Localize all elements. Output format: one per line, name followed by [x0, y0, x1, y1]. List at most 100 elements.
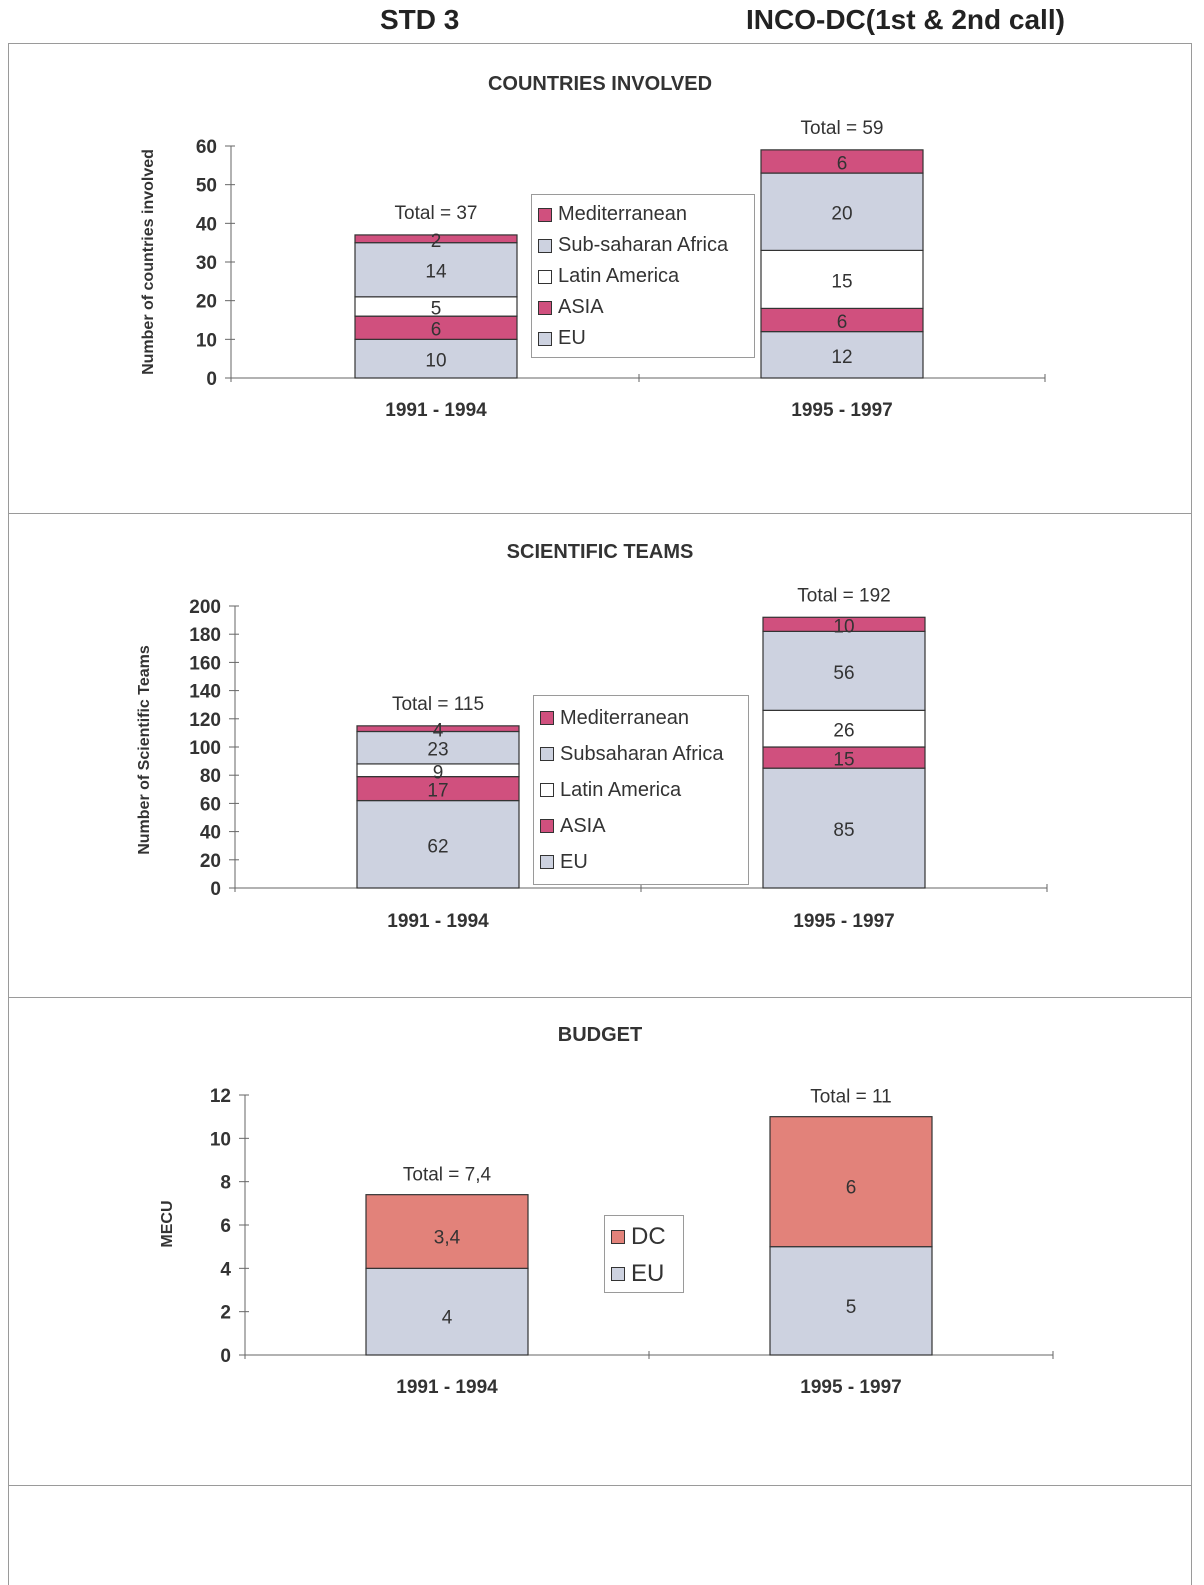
- budget-legend: DC EU: [604, 1215, 684, 1293]
- legend-label: Latin America: [558, 265, 680, 287]
- y-tick-label: 200: [189, 597, 221, 618]
- legend-label: Mediterranean: [560, 706, 689, 729]
- legend-item-eu: EU: [540, 844, 742, 880]
- bar-segment-latin-america: [762, 709, 926, 748]
- empty-panel: [8, 1485, 1192, 1585]
- bar-segment-latin-america: [760, 249, 924, 309]
- bar-segment-subsaharan-africa: [356, 730, 520, 765]
- bar-segment-mediterranean: [762, 616, 926, 632]
- y-tick-label: 80: [200, 766, 221, 787]
- bar-segment-eu: [762, 767, 926, 889]
- teams-chart-title: SCIENTIFIC TEAMS: [506, 541, 694, 563]
- y-tick-label: 12: [210, 1086, 231, 1107]
- legend-item-latin-america: Latin America: [540, 772, 742, 808]
- countries-chart: 0 10 20 30 40 50 60 Number of countries involve…: [140, 118, 1046, 421]
- legend-label: ASIA: [560, 814, 606, 837]
- y-tick-label: 40: [196, 214, 217, 235]
- legend-swatch-eu: [538, 331, 552, 346]
- bar-total-label: Total = 59: [801, 118, 884, 139]
- teams-chart: 0 20 40 60 80 100 120 140 160 180 200 Number of Sci…: [136, 585, 1048, 932]
- bar-segment-subsaharan-africa: [762, 630, 926, 711]
- legend-swatch-latin-america: [540, 783, 554, 797]
- legend-item-dc: DC: [611, 1218, 677, 1255]
- y-tick-label: 0: [220, 1346, 231, 1367]
- y-tick-label: 2: [220, 1303, 231, 1324]
- x-category-label: 1995 - 1997: [800, 1377, 901, 1398]
- bar-value-label: 20: [831, 204, 852, 225]
- bar-segment-sub-saharan-africa: [354, 242, 518, 298]
- legend-swatch-subsaharan: [538, 238, 552, 253]
- legend-label: ASIA: [558, 296, 604, 318]
- bar-total-label: Total = 115: [392, 694, 484, 715]
- bar-segment-eu: [354, 338, 518, 379]
- legend-swatch-subsaharan: [540, 747, 554, 761]
- bar-value-label: 4: [442, 1308, 453, 1329]
- bar-value-label: 2: [431, 231, 442, 252]
- y-tick-label: 0: [210, 879, 221, 900]
- bar-segment-mediterranean: [354, 234, 518, 244]
- y-tick-label: 20: [196, 292, 217, 313]
- y-tick-label: 20: [200, 851, 221, 872]
- legend-item-subsaharan: Subsaharan Africa: [540, 736, 742, 772]
- x-category-label: 1995 - 1997: [791, 400, 892, 421]
- y-axis-label: Number of countries involved: [140, 149, 157, 375]
- bar-value-label: 3,4: [434, 1228, 461, 1249]
- teams-legend: Mediterranean Subsaharan Africa Latin Am…: [533, 695, 749, 885]
- bar-value-label: 62: [427, 836, 448, 857]
- legend-item-asia: ASIA: [538, 292, 748, 323]
- legend-label: Subsaharan Africa: [560, 742, 724, 765]
- y-tick-label: 0: [206, 369, 217, 390]
- countries-chart-title: COUNTRIES INVOLVED: [487, 73, 713, 95]
- legend-item-latin-america: Latin America: [538, 261, 748, 292]
- bar-value-label: 15: [831, 271, 852, 292]
- legend-swatch-latin-america: [538, 269, 552, 284]
- bar-total-label: Total = 37: [395, 203, 478, 224]
- legend-item-eu: EU: [538, 323, 748, 354]
- y-tick-label: 100: [189, 738, 221, 759]
- y-tick-label: 6: [220, 1216, 231, 1237]
- bar-value-label: 56: [833, 663, 854, 684]
- bar-value-label: 12: [831, 347, 852, 368]
- bar-total-label: Total = 192: [797, 585, 891, 606]
- legend-label: DC: [631, 1222, 666, 1250]
- teams-panel: SCIENTIFIC TEAMS 0 20 40 60 80 100 120 140 160 18…: [8, 513, 1192, 997]
- legend-swatch-mediterranean: [540, 711, 554, 725]
- bar-segment-sub-saharan-africa: [760, 172, 924, 252]
- bar-segment-eu: [769, 1246, 933, 1356]
- legend-label: EU: [558, 327, 586, 349]
- bar-value-label: 5: [846, 1297, 857, 1318]
- legend-item-asia: ASIA: [540, 808, 742, 844]
- legend-label: Sub-saharan Africa: [558, 234, 729, 256]
- bar-value-label: 6: [837, 312, 848, 333]
- legend-item-eu: EU: [611, 1255, 677, 1292]
- y-tick-label: 30: [196, 253, 217, 274]
- bar-value-label: 6: [431, 320, 442, 341]
- x-category-label: 1991 - 1994: [387, 911, 489, 932]
- y-tick-label: 10: [210, 1129, 231, 1150]
- legend-label: Latin America: [560, 778, 682, 801]
- y-tick-label: 50: [196, 176, 217, 197]
- header-inco-dc: INCO-DC(1st & 2nd call): [746, 4, 1065, 35]
- bar-value-label: 14: [425, 262, 447, 283]
- budget-chart: 0 2 4 6 8 10 12 MECU 4 3,4 Total = 7,4 1991 - 1994 5…: [159, 1086, 1054, 1398]
- header-std3: STD 3: [380, 4, 460, 35]
- y-tick-label: 140: [189, 682, 221, 703]
- y-axis-label: MECU: [159, 1200, 176, 1247]
- legend-swatch-asia: [538, 300, 552, 315]
- legend-label: EU: [560, 850, 588, 873]
- y-tick-label: 180: [189, 625, 221, 646]
- legend-swatch-eu: [611, 1266, 625, 1281]
- y-tick-label: 10: [196, 330, 217, 351]
- bar-segment-dc: [365, 1194, 529, 1269]
- y-tick-label: 120: [189, 710, 221, 731]
- bar-value-label: 4: [433, 721, 444, 742]
- bar-value-label: 26: [833, 721, 854, 742]
- bar-segment-mediterranean: [356, 725, 520, 733]
- y-axis-label: Number of Scientific Teams: [136, 645, 153, 855]
- bar-segment-dc: [769, 1116, 933, 1248]
- y-tick-label: 8: [220, 1173, 231, 1194]
- bar-total-label: Total = 7,4: [403, 1165, 492, 1186]
- countries-panel: COUNTRIES INVOLVED 0 10 20 30 40 50 60 Number o…: [8, 43, 1192, 513]
- legend-label: EU: [631, 1259, 665, 1287]
- x-category-label: 1995 - 1997: [793, 911, 894, 932]
